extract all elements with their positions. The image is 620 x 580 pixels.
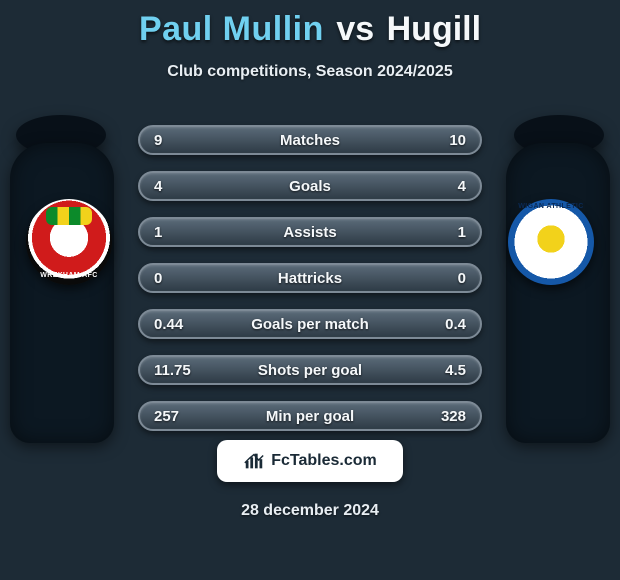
stat-left-value: 11.75 [154,362,198,379]
player1-club-badge: WREXHAM AFC [26,199,112,285]
subtitle: Club competitions, Season 2024/2025 [0,63,620,81]
stat-label: Min per goal [198,408,422,425]
player2-silhouette-body [506,143,610,443]
vs-text: vs [328,10,382,48]
stat-right-value: 0 [422,270,466,287]
chart-icon [243,450,265,472]
player2-club-badge: WIGAN ATHLETIC [508,199,594,285]
stat-right-value: 0.4 [422,316,466,333]
stat-right-value: 4.5 [422,362,466,379]
stat-label: Goals [198,178,422,195]
stat-left-value: 257 [154,408,198,425]
brand-pill[interactable]: FcTables.com [217,440,403,482]
stat-row-assists: 1 Assists 1 [138,217,482,247]
stat-label: Shots per goal [198,362,422,379]
brand-text: FcTables.com [271,452,377,470]
date-text: 28 december 2024 [0,502,620,520]
stat-left-value: 0 [154,270,198,287]
stats-list: 9 Matches 10 4 Goals 4 1 Assists 1 0 Hat… [138,125,482,447]
stat-label: Matches [198,132,422,149]
player1-club-name: WREXHAM AFC [26,272,112,279]
stat-left-value: 4 [154,178,198,195]
stat-row-goals: 4 Goals 4 [138,171,482,201]
stat-right-value: 328 [422,408,466,425]
player1-name: Paul Mullin [139,10,324,48]
player1-silhouette-body [10,143,114,443]
player2-name: Hugill [387,10,481,48]
stat-left-value: 9 [154,132,198,149]
stat-label: Assists [198,224,422,241]
stat-label: Goals per match [198,316,422,333]
comparison-body: WREXHAM AFC WIGAN ATHLETIC 9 Matches 1 0 … [0,125,620,445]
stat-row-matches: 9 Matches 10 [138,125,482,155]
stat-row-min-per-goal: 257 Min per goal 328 [138,401,482,431]
stat-label: Hattricks [198,270,422,287]
stat-row-hattricks: 0 Hattricks 0 [138,263,482,293]
stat-row-shots-per-goal: 11.75 Shots per goal 4.5 [138,355,482,385]
stat-right-value: 10 [422,132,466,149]
comparison-title: Paul Mullin vs Hugill [0,0,620,49]
stat-right-value: 1 [422,224,466,241]
stat-left-value: 0.44 [154,316,198,333]
stat-left-value: 1 [154,224,198,241]
player2-club-name: WIGAN ATHLETIC [508,203,594,210]
stat-row-goals-per-match: 0.44 Goals per match 0.4 [138,309,482,339]
stat-right-value: 4 [422,178,466,195]
